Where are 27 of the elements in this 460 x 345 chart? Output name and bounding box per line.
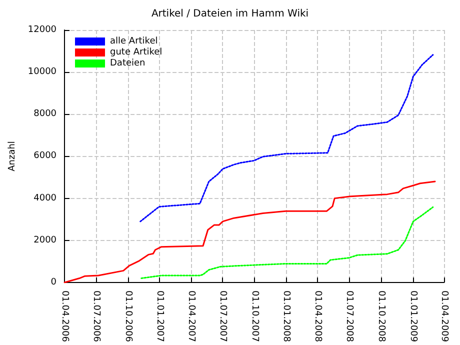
line-series [140, 206, 434, 280]
y-tick-label: 0 [50, 277, 57, 288]
x-tick-label: 01.01.2008 [281, 290, 292, 342]
chart-title: Artikel / Dateien im Hamm Wiki [151, 8, 309, 20]
y-tick-label: 8000 [34, 109, 57, 120]
y-tick-label: 6000 [34, 151, 57, 162]
x-tick-label: 01.07.2008 [344, 290, 354, 342]
legend-label: Dateien [110, 58, 146, 68]
legend-label: gute Artikel [110, 48, 162, 58]
x-tick-label: 01.07.2006 [91, 290, 102, 342]
y-tick-label: 10000 [28, 67, 57, 78]
x-tick-label: 01.04.2009 [439, 290, 449, 342]
x-tick-label: 01.10.2007 [249, 290, 260, 342]
y-axis-title: Anzahl [8, 141, 18, 172]
x-tick-label: 01.10.2008 [376, 290, 386, 342]
line-series [64, 180, 436, 284]
x-tick-label: 01.07.2007 [217, 290, 228, 342]
y-tick-label: 2000 [34, 235, 57, 246]
x-tick-label: 01.04.2008 [312, 290, 323, 342]
x-tick-label: 01.04.2006 [60, 290, 70, 342]
x-tick-label: 01.01.2007 [154, 290, 165, 342]
y-tick-label: 4000 [34, 193, 57, 204]
y-tick-label: 12000 [28, 25, 57, 35]
legend-label: alle Artikel [110, 36, 158, 46]
x-tick-label: 01.10.2006 [122, 290, 133, 342]
x-tick-label: 01.01.2009 [408, 290, 418, 342]
x-tick-label: 01.04.2007 [186, 290, 196, 342]
